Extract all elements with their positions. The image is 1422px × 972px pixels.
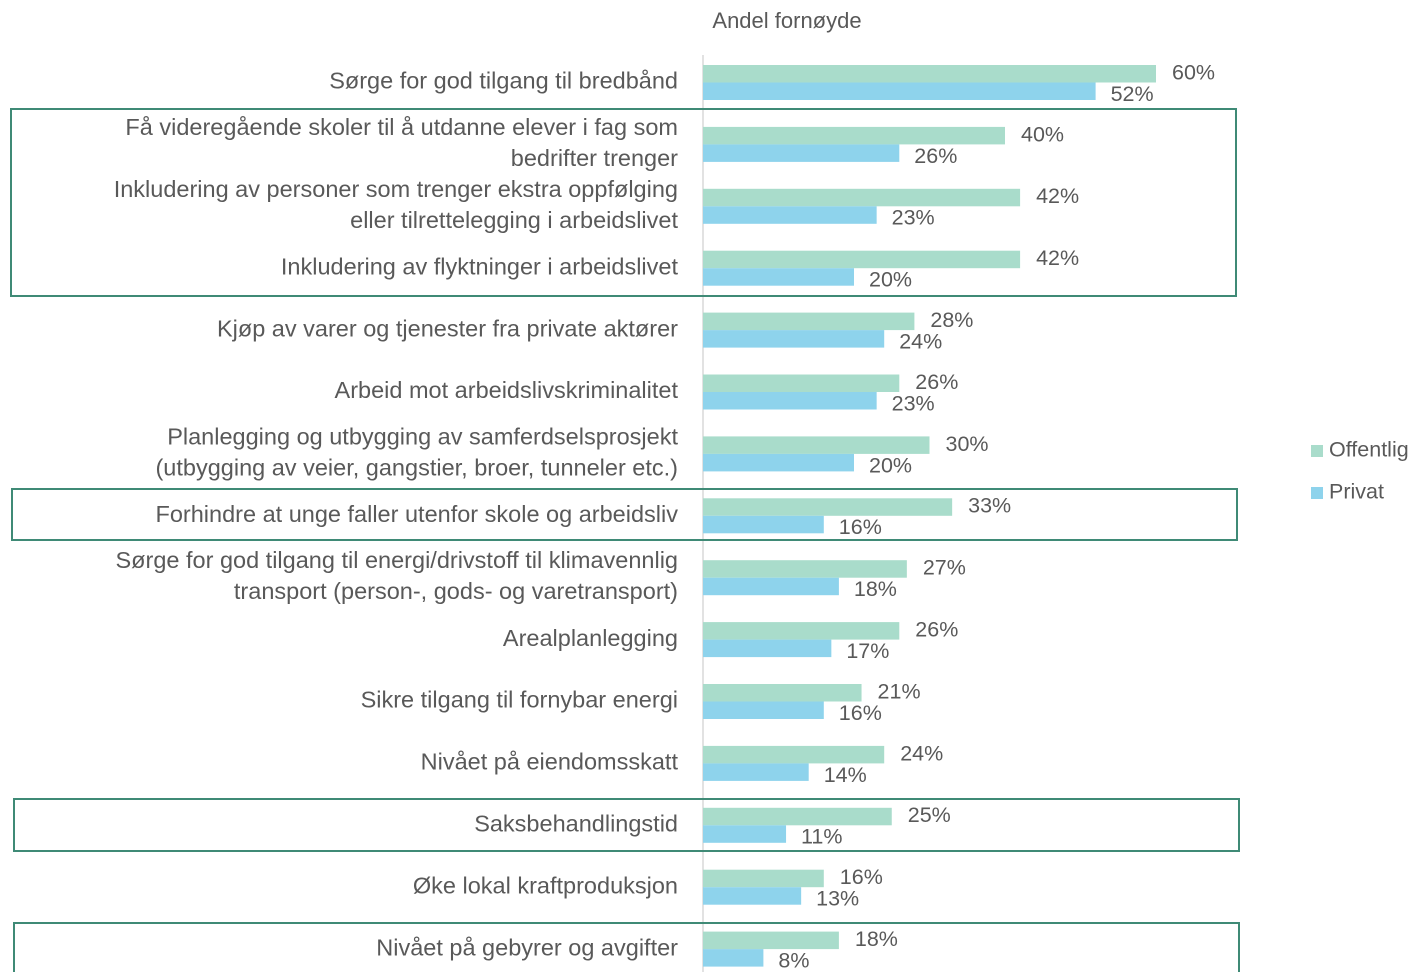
y-tick-label: Sikre tilgang til fornybar energi xyxy=(361,687,678,713)
bar xyxy=(703,206,877,224)
data-label: 21% xyxy=(878,679,921,703)
highlight-box xyxy=(13,798,1240,852)
data-label: 17% xyxy=(846,639,889,663)
bar xyxy=(703,684,862,702)
bar xyxy=(703,745,885,764)
y-tick-label: Forhindre at unge faller utenfor skole o… xyxy=(155,501,678,527)
data-label: 26% xyxy=(914,144,957,168)
y-tick-label: Inkludering av flyktninger i arbeidslive… xyxy=(281,253,679,279)
y-tick-label: Inkludering av personer som trenger ekst… xyxy=(114,176,679,233)
data-label: 16% xyxy=(839,515,882,539)
bar xyxy=(703,887,802,905)
data-label: 40% xyxy=(1021,122,1064,146)
y-tick-label: Kjøp av varer og tjenester fra private a… xyxy=(217,315,678,341)
highlight-box xyxy=(10,108,1237,297)
data-label: 20% xyxy=(869,268,912,292)
data-label: 26% xyxy=(915,370,958,394)
y-tick-label: Nivået på eiendomsskatt xyxy=(421,749,679,775)
bar xyxy=(703,577,839,596)
y-tick-label: Sørge for god tilgang til energi/drivsto… xyxy=(115,547,678,604)
y-tick-label: Nivået på gebyrer og avgifter xyxy=(376,934,678,960)
bar xyxy=(703,807,892,826)
data-label: 14% xyxy=(824,763,867,787)
bar xyxy=(703,949,764,967)
legend-label: Privat xyxy=(1329,480,1384,504)
bar xyxy=(703,126,1005,145)
data-label: 28% xyxy=(930,308,973,332)
highlight-box xyxy=(13,922,1240,972)
bar xyxy=(703,330,885,348)
y-tick-label: Sørge for god tilgang til bredbånd xyxy=(329,68,678,94)
bar xyxy=(703,931,839,950)
y-tick-label: Saksbehandlingstid xyxy=(474,811,678,837)
data-label: 23% xyxy=(892,206,935,230)
data-label: 42% xyxy=(1036,246,1079,270)
bar xyxy=(703,515,824,534)
bar xyxy=(703,65,1156,83)
highlight-box xyxy=(11,488,1238,541)
data-label: 18% xyxy=(855,927,898,951)
data-label: 16% xyxy=(840,865,883,889)
bar xyxy=(703,453,854,472)
data-label: 11% xyxy=(801,825,842,849)
data-label: 33% xyxy=(968,494,1011,518)
bar xyxy=(703,869,824,888)
data-label: 16% xyxy=(839,701,882,725)
legend-swatch xyxy=(1311,487,1323,499)
data-label: 60% xyxy=(1172,60,1215,84)
y-tick-label: Arealplanlegging xyxy=(503,625,678,651)
chart-title: Andel fornøyde xyxy=(712,8,861,33)
bar xyxy=(703,639,832,658)
y-tick-label: Øke lokal kraftproduksjon xyxy=(413,872,678,898)
data-label: 20% xyxy=(869,453,912,477)
y-tick-label: Arbeid mot arbeidslivskriminalitet xyxy=(335,377,679,403)
data-label: 52% xyxy=(1111,82,1154,106)
bar xyxy=(703,392,877,410)
data-label: 24% xyxy=(899,330,942,354)
data-label: 26% xyxy=(915,618,958,642)
data-label: 24% xyxy=(900,741,943,765)
data-label: 18% xyxy=(854,577,897,601)
data-label: 27% xyxy=(923,556,966,580)
bar xyxy=(703,622,900,640)
y-tick-label: Få videregående skoler til å utdanne ele… xyxy=(125,114,678,171)
y-tick-label: Planlegging og utbygging av samferdselsp… xyxy=(155,424,678,481)
data-label: 23% xyxy=(892,391,935,415)
bar xyxy=(703,825,787,843)
bar xyxy=(703,560,907,578)
legend-label: Offentlig xyxy=(1329,438,1409,462)
bar xyxy=(703,763,809,781)
data-label: 30% xyxy=(946,432,989,456)
bar xyxy=(703,436,930,454)
data-label: 25% xyxy=(908,803,951,827)
bar xyxy=(703,498,953,516)
bar xyxy=(703,144,900,162)
bar xyxy=(703,312,915,331)
bar xyxy=(703,188,1021,207)
bar xyxy=(703,82,1096,100)
bar xyxy=(703,250,1021,269)
data-label: 13% xyxy=(816,887,859,911)
bar xyxy=(703,374,900,392)
bar xyxy=(703,268,854,286)
data-label: 8% xyxy=(778,949,809,972)
legend-swatch xyxy=(1311,445,1323,457)
data-label: 42% xyxy=(1036,184,1079,208)
bar xyxy=(703,701,824,719)
